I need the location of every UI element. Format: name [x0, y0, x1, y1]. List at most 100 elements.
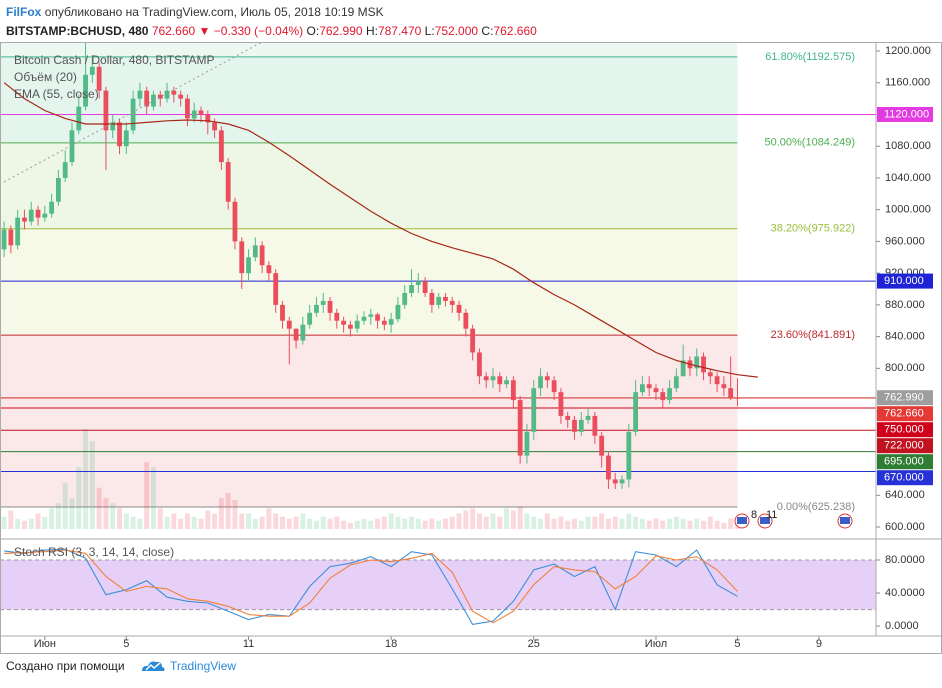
volume-bar [69, 498, 75, 529]
volume-bar [646, 520, 652, 529]
volume-bar [619, 518, 625, 529]
candle-body [157, 94, 163, 99]
volume-bar [110, 503, 116, 529]
candle-body [735, 397, 740, 399]
volume-bar [653, 518, 659, 529]
candle-body [449, 300, 455, 305]
volume-legend: Объём (20) [14, 70, 77, 84]
last-price: 762.660 [151, 24, 196, 38]
y-tick-label: 1040.000 [885, 172, 931, 184]
volume-bar [687, 520, 693, 529]
candle-body [660, 392, 666, 401]
price-label-box [877, 406, 933, 422]
candle-body [62, 162, 68, 178]
candle-body [76, 106, 82, 131]
candle-body [402, 292, 408, 305]
candle-body [293, 328, 299, 341]
volume-bar [144, 461, 150, 529]
price-label-box [877, 438, 933, 454]
candle-body [388, 319, 394, 325]
volume-bar [286, 518, 292, 529]
volume-bar [42, 516, 48, 529]
candle-body [198, 110, 204, 115]
candle-body [443, 296, 448, 301]
axes: 1200.000 1160.000 1080.000 1040.000 1000.000… [0, 42, 942, 654]
candle-body [721, 384, 727, 389]
candle-body [266, 265, 272, 274]
candle-body [490, 376, 496, 381]
volume-bar [660, 520, 666, 529]
candle-body [626, 431, 632, 480]
y-tick-label: 1160.000 [885, 77, 930, 89]
volume-bar [198, 518, 204, 529]
volume-bar [504, 508, 510, 529]
y-tick-label: 880.000 [885, 299, 925, 311]
ema-legend: EMA (55, close) [14, 87, 99, 101]
published: опубликовано на TradingView.com, Июль 05… [44, 5, 384, 19]
volume-bar [558, 516, 564, 529]
candle-body [225, 162, 231, 202]
fib-band [0, 335, 738, 507]
candle-body [375, 314, 380, 321]
candle-body [69, 130, 75, 163]
volume-bar [273, 513, 279, 529]
volume-bar [83, 429, 89, 529]
volume-bar [626, 513, 632, 529]
volume-bar [571, 518, 577, 529]
candle-body [606, 455, 611, 480]
x-tick-label: 5 [734, 638, 740, 650]
candle-body [8, 229, 14, 246]
candle-body [178, 94, 184, 99]
arrow: ▼ [198, 24, 211, 38]
stoch-line [4, 548, 738, 626]
candle-body [89, 66, 95, 75]
candle-body [320, 300, 326, 305]
candle-body [667, 388, 672, 401]
candle-body [252, 245, 258, 258]
event-flag [840, 517, 850, 524]
volume-bar [15, 518, 21, 529]
price-label-box [877, 422, 933, 438]
volume-bar [347, 522, 353, 529]
volume-bar [409, 516, 415, 529]
brand[interactable]: TradingView [170, 659, 237, 673]
volume-bar [592, 516, 598, 529]
volume-bar [157, 508, 163, 529]
volume-bar [707, 516, 713, 529]
candle-body [633, 392, 639, 432]
candle-body [123, 130, 129, 147]
volume-bar [96, 487, 102, 529]
candle-body [218, 130, 224, 163]
candle-body [246, 257, 251, 274]
volume-bar [605, 518, 611, 529]
ema-line [3, 82, 758, 378]
volume-bar [361, 518, 367, 529]
ohlc-value: 787.470 [377, 24, 422, 38]
y-tick-label: 1000.000 [885, 204, 931, 216]
trend-line [3, 41, 263, 183]
x-tick-label: Июл [645, 638, 667, 650]
candle-body [673, 376, 679, 389]
candle-body [524, 431, 530, 456]
fib-label: 38.20%(975.922) [771, 223, 855, 235]
volume-bar [35, 513, 41, 529]
volume-bar [259, 516, 265, 529]
candle-body [314, 304, 319, 313]
volume-bar [123, 513, 129, 529]
candle-body [232, 201, 238, 242]
volume-bar [599, 513, 605, 529]
candle-body [707, 372, 713, 377]
volume-bar [497, 516, 503, 529]
volume-bar [246, 513, 252, 529]
stoch-band [0, 560, 876, 610]
x-tick-label: 5 [123, 638, 129, 650]
author[interactable]: FilFox [6, 5, 42, 19]
candle-body [653, 388, 659, 393]
volume-bar [694, 518, 700, 529]
event-flag [760, 517, 770, 524]
volume-bar [279, 516, 285, 529]
ohlc: O:762.990 H:787.470 L:752.000 C:762.660 [307, 24, 537, 38]
footer-text: Создано при помощи [6, 659, 125, 673]
